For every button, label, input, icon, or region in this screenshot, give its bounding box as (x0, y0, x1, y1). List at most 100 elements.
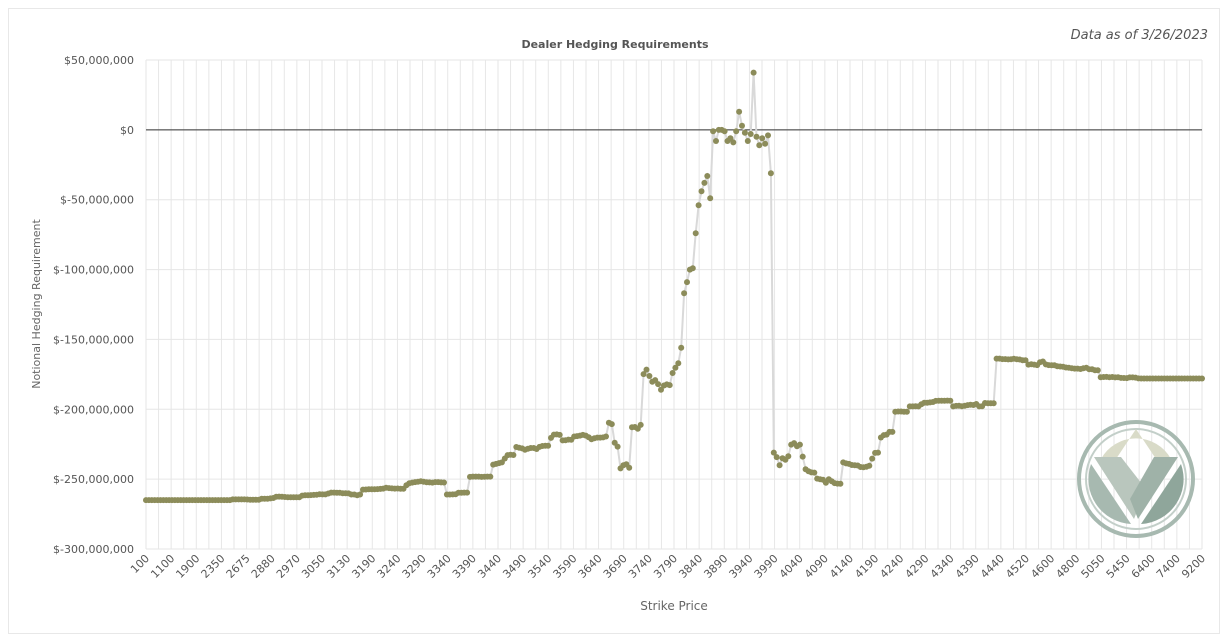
data-point (701, 179, 708, 186)
x-tick-label: 4520 (1003, 552, 1032, 581)
series-points (143, 69, 1205, 504)
data-point (487, 473, 494, 480)
grid-lines (145, 59, 1203, 550)
data-point (762, 140, 769, 147)
data-point (736, 108, 743, 115)
x-tick-label: 4290 (903, 552, 932, 581)
x-tick-label: 6400 (1129, 552, 1158, 581)
chart-frame (8, 8, 1220, 634)
x-tick-label: 4440 (978, 552, 1007, 581)
x-tick-label: 4800 (1053, 552, 1082, 581)
logo-left-wing (1088, 464, 1131, 524)
data-point (643, 366, 650, 373)
data-point (675, 360, 682, 367)
y-tick-label: $-100,000,000 (53, 264, 134, 277)
x-tick-label: 3840 (676, 552, 705, 581)
data-point (741, 129, 748, 136)
x-tick-label: 4390 (953, 552, 982, 581)
y-tick-label: $-300,000,000 (53, 543, 134, 556)
data-point (739, 122, 745, 129)
x-tick-label: 1100 (148, 552, 177, 581)
x-tick-label: 3340 (425, 552, 454, 581)
y-tick-label: $-150,000,000 (53, 333, 134, 346)
x-tick-label: 3640 (576, 552, 605, 581)
chart-title: Dealer Hedging Requirements (521, 38, 709, 51)
data-point (704, 173, 711, 179)
x-tick-label: 1900 (173, 552, 202, 581)
x-tick-label: 3240 (375, 552, 404, 581)
x-tick-label: 3740 (626, 552, 655, 581)
data-point (747, 131, 754, 137)
x-tick-label: 3050 (299, 552, 328, 581)
y-tick-label: $-50,000,000 (60, 194, 134, 207)
data-point (603, 433, 609, 440)
x-tick-label: 4190 (852, 552, 881, 581)
y-tick-label: $50,000,000 (64, 54, 134, 67)
x-tick-label: 3690 (601, 552, 630, 581)
x-tick-label: 4040 (777, 552, 806, 581)
data-point (698, 188, 705, 195)
data-point (669, 370, 676, 376)
x-tick-label: 5050 (1079, 552, 1108, 581)
data-point (947, 397, 954, 404)
data-point (692, 230, 699, 237)
x-tick-label: 4140 (827, 552, 856, 581)
data-point (765, 132, 771, 139)
x-tick-label: 4240 (877, 552, 906, 581)
x-axis-label: Strike Price (640, 599, 708, 613)
x-tick-label: 3130 (324, 552, 353, 581)
data-point (689, 265, 696, 272)
x-tick-label: 3290 (400, 552, 429, 581)
data-point (658, 386, 664, 393)
data-point (869, 455, 876, 462)
data-point (666, 382, 673, 389)
data-point (608, 421, 615, 428)
data-point (710, 128, 717, 135)
logo-right-leaf (1130, 457, 1178, 519)
x-tick-label: 3440 (475, 552, 504, 581)
data-point (770, 449, 777, 456)
data-point (357, 491, 364, 498)
y-tick-label: $-200,000,000 (53, 403, 134, 416)
logo-top-arc (1101, 429, 1171, 459)
data-point (655, 381, 662, 388)
data-point (684, 279, 690, 286)
data-point (640, 371, 647, 378)
data-point (799, 453, 806, 460)
data-point (756, 142, 763, 149)
x-tick-label: 5450 (1104, 552, 1133, 581)
x-tick-label: 3790 (651, 552, 680, 581)
data-point (837, 480, 844, 487)
data-date-annotation: Data as of 3/26/2023 (1070, 28, 1208, 43)
data-point (866, 462, 873, 469)
data-point (614, 443, 621, 450)
y-tick-label: $-250,000,000 (53, 473, 134, 486)
x-axis-ticks: 1001100190023502675288029703050313031903… (128, 552, 1208, 581)
x-tick-label: 2880 (249, 552, 278, 581)
x-tick-label: 3590 (551, 552, 580, 581)
data-point (626, 464, 633, 471)
x-tick-label: 9200 (1179, 552, 1208, 581)
data-point (707, 195, 714, 202)
data-point (1094, 367, 1101, 374)
data-point (875, 449, 881, 456)
data-point (767, 170, 774, 177)
data-point (672, 364, 679, 371)
logo-right-wing (1141, 464, 1184, 524)
x-tick-label: 3490 (500, 552, 529, 581)
data-point (441, 479, 447, 486)
y-axis-label: Notional Hedging Requirement (30, 219, 43, 389)
data-point (1022, 357, 1029, 364)
x-tick-label: 4340 (928, 552, 957, 581)
y-tick-label: $0 (120, 124, 134, 137)
x-tick-label: 3540 (525, 552, 554, 581)
data-point (753, 133, 760, 140)
data-point (730, 139, 737, 146)
data-point (713, 138, 719, 144)
x-tick-label: 3390 (450, 552, 479, 581)
x-tick-label: 3940 (727, 552, 756, 581)
data-point (990, 400, 997, 407)
data-point (646, 373, 653, 379)
data-point (464, 489, 471, 496)
